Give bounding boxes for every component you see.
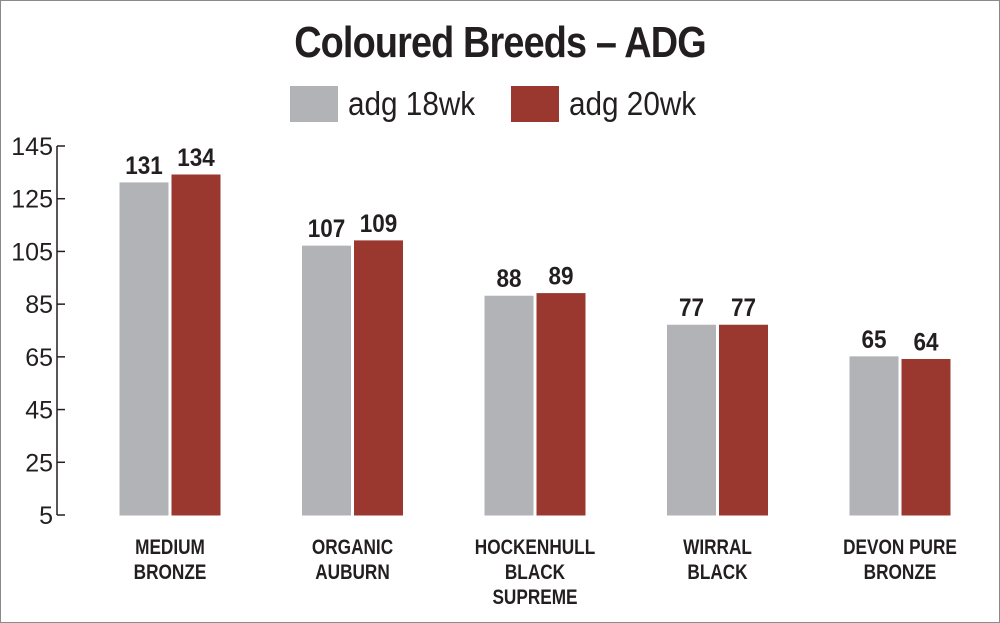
bar-3-0 <box>667 324 716 516</box>
y-tick-label-45: 45 <box>25 397 53 425</box>
category-label-2-0: HOCKENHULL <box>475 537 596 560</box>
legend-item-20wk: adg 20wk <box>511 85 710 123</box>
value-label-3-0: 77 <box>679 294 704 322</box>
bar-2-0 <box>484 295 534 516</box>
legend: adg 18wk adg 20wk <box>0 82 1000 126</box>
legend-swatch-20wk <box>511 86 559 122</box>
legend-label-18wk: adg 18wk <box>347 85 475 122</box>
y-tick-label-85: 85 <box>25 291 53 319</box>
bar-4-1 <box>901 358 951 516</box>
value-label-2-0: 88 <box>496 265 521 293</box>
category-label-2-2: SUPREME <box>492 587 577 610</box>
category-label-3-1: BLACK <box>687 562 747 585</box>
value-label-2-1: 89 <box>548 263 573 291</box>
value-label-4-0: 65 <box>861 326 886 354</box>
legend-label-20wk: adg 20wk <box>569 85 697 122</box>
bar-1-0 <box>302 245 351 516</box>
y-tick-label-125: 125 <box>11 186 53 214</box>
category-label-0-0: MEDIUM <box>135 537 205 560</box>
category-label-2-1: BLACK <box>505 562 565 585</box>
value-label-1-0: 107 <box>308 215 346 243</box>
value-label-0-0: 131 <box>125 152 163 180</box>
y-tick-label-25: 25 <box>25 449 53 477</box>
chart-title: Coloured Breeds – ADG <box>294 18 706 67</box>
y-tick-label-5: 5 <box>39 502 53 530</box>
category-label-4-0: DEVON PURE <box>843 537 957 560</box>
bar-3-1 <box>719 324 768 516</box>
y-tick-label-105: 105 <box>11 238 53 266</box>
bar-0-0 <box>119 182 169 516</box>
value-label-0-1: 134 <box>177 144 215 172</box>
category-label-3-0: WIRRAL <box>683 537 752 560</box>
legend-swatch-18wk <box>289 86 338 122</box>
y-tick-label-145: 145 <box>11 133 53 161</box>
category-label-4-1: BRONZE <box>864 562 937 585</box>
category-label-0-1: BRONZE <box>134 562 207 585</box>
category-label-1-1: AUBURN <box>315 562 390 585</box>
legend-item-18wk: adg 18wk <box>289 85 489 123</box>
y-tick-label-65: 65 <box>25 344 53 372</box>
bar-0-1 <box>171 174 221 516</box>
bar-4-0 <box>849 356 899 516</box>
value-label-1-1: 109 <box>360 210 398 238</box>
value-label-4-1: 64 <box>913 328 939 356</box>
category-label-1-0: ORGANIC <box>312 537 393 560</box>
value-label-3-1: 77 <box>731 294 756 322</box>
bar-2-1 <box>536 293 586 516</box>
bar-1-1 <box>354 240 403 516</box>
